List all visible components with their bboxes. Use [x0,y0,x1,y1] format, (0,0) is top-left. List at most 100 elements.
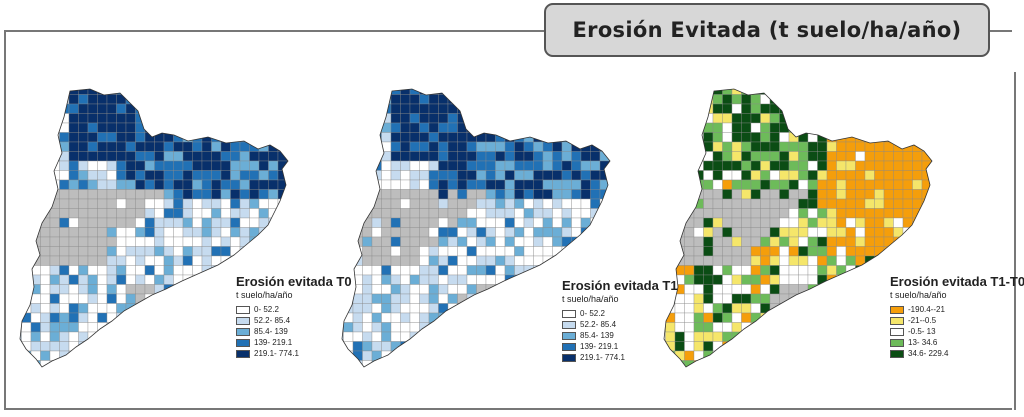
grid-cell [287,132,288,143]
grid-cell [703,293,714,304]
grid-cell [514,103,525,114]
grid-cell [409,246,420,257]
grid-cell [921,198,932,209]
grid-cell [826,236,837,247]
grid-cell [342,113,344,124]
grid-cell [297,256,307,266]
grid-cell [239,179,250,190]
grid-cell [619,171,629,181]
grid-cell [788,293,799,304]
grid-cell [674,189,685,200]
grid-cell [438,189,449,200]
grid-cell [220,350,231,361]
grid-cell [921,227,932,238]
grid-cell [664,122,666,133]
grid-cell [542,331,553,342]
grid-cell [192,170,203,181]
grid-cell [69,370,79,380]
grid-cell [447,132,458,143]
grid-cell [836,312,847,323]
grid-cell [297,123,307,133]
grid-cell [68,151,79,162]
grid-cell [665,217,676,228]
grid-cell [552,208,563,219]
grid-cell [20,132,22,143]
grid-cell [590,227,601,238]
grid-cell [106,113,117,124]
grid-cell [106,303,117,314]
grid-cell [352,217,363,228]
grid-cell [874,284,885,295]
grid-cell [703,217,714,228]
grid-cell [249,360,260,367]
grid-cell [684,151,695,162]
grid-cell [68,255,79,266]
grid-cell [220,236,231,247]
grid-cell [40,122,51,133]
grid-cell [703,322,714,333]
grid-cell [125,198,136,209]
grid-cell [381,122,392,133]
grid-cell [845,198,856,209]
grid-cell [20,360,22,367]
legend-swatch [562,353,576,362]
grid-cell [798,208,809,219]
grid-cell [144,189,155,200]
grid-cell [693,293,704,304]
grid-cell [779,236,790,247]
grid-cell [68,217,79,228]
grid-cell [712,246,723,257]
grid-cell [826,94,837,105]
grid-cell [20,217,22,228]
grid-cell [731,265,742,276]
grid-cell [703,284,714,295]
grid-cell [211,322,222,333]
grid-cell [674,312,685,323]
grid-cell [362,265,373,276]
grid-cell [769,360,780,367]
grid-cell [769,227,780,238]
grid-cell [845,331,856,342]
grid-cell [855,236,866,247]
grid-cell [769,208,780,219]
grid-cell [419,217,430,228]
grid-cell [144,274,155,285]
grid-cell [428,94,439,105]
grid-cell [287,198,288,209]
grid-cell [504,360,515,367]
grid-cell [30,113,41,124]
grid-cell [722,227,733,238]
grid-cell [268,151,279,162]
grid-cell [154,284,165,295]
grid-cell [496,370,506,380]
grid-cell [381,255,392,266]
grid-cell [542,322,553,333]
grid-cell [703,132,714,143]
grid-cell [779,141,790,152]
grid-cell [40,94,51,105]
grid-cell [49,198,60,209]
grid-cell [154,122,165,133]
grid-cell [173,360,184,367]
grid-cell [665,151,676,162]
grid-cell [769,217,780,228]
grid-cell [837,370,847,380]
grid-cell [40,284,51,295]
grid-cell [352,170,363,181]
grid-cell [192,132,203,143]
grid-cell [220,94,231,105]
grid-cell [619,256,629,266]
grid-cell [192,151,203,162]
grid-cell [523,312,534,323]
grid-cell [97,198,108,209]
grid-cell [163,151,174,162]
grid-cell [239,170,250,181]
grid-cell [495,122,506,133]
grid-cell [30,208,41,219]
grid-cell [599,141,610,152]
grid-cell [249,189,260,200]
grid-cell [864,198,875,209]
grid-cell [504,113,515,124]
grid-cell [419,303,430,314]
grid-cell [30,89,41,95]
